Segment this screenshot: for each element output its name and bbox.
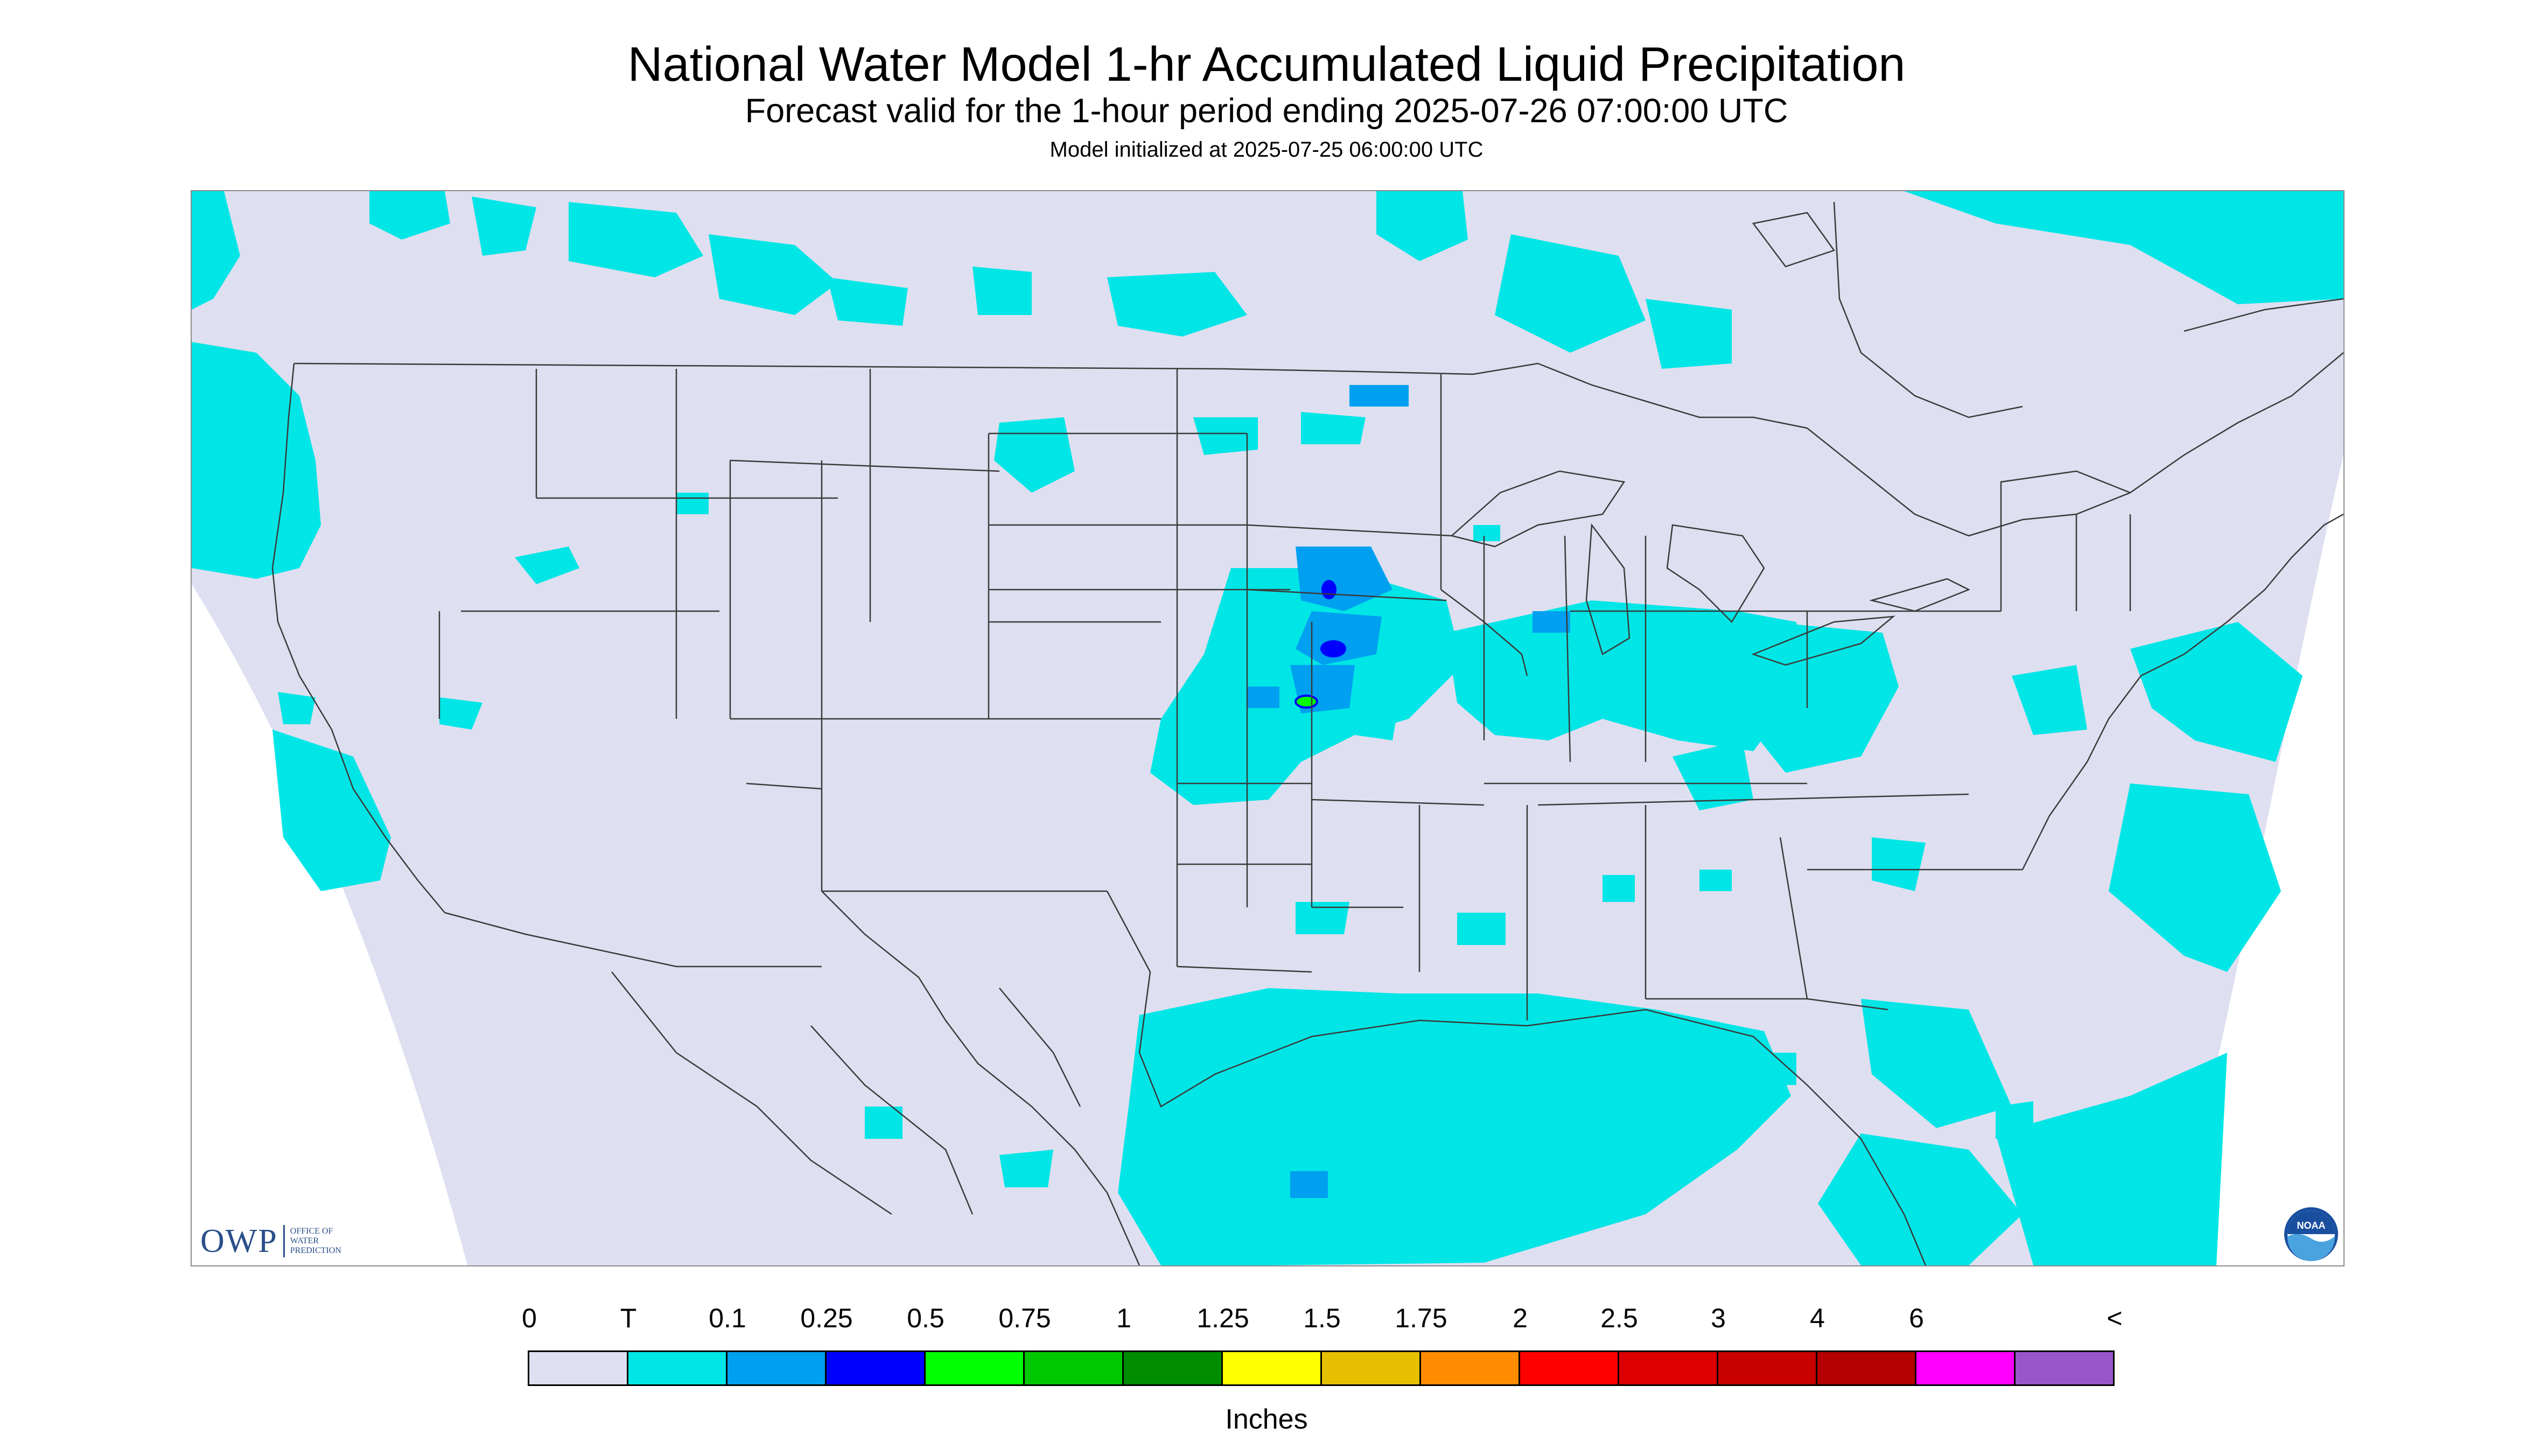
legend-label: 4 [1810, 1303, 1825, 1333]
legend-swatch [2016, 1352, 2113, 1384]
legend-swatch [1322, 1352, 1421, 1384]
legend-label: 0.25 [800, 1303, 853, 1333]
owp-logo-name: OFFICE OF WATER PREDICTION [290, 1227, 341, 1256]
noaa-logo-text: NOAA [2297, 1220, 2326, 1231]
legend-label: 0.75 [998, 1303, 1051, 1333]
precipitation-map[interactable] [191, 190, 2345, 1266]
legend-label: 1.75 [1395, 1303, 1447, 1333]
owp-logo: OWP OFFICE OF WATER PREDICTION [200, 1220, 341, 1263]
legend-units: Inches [1225, 1404, 1308, 1435]
legend-label: 0.1 [709, 1303, 746, 1333]
legend-label: 6 [1909, 1303, 1924, 1333]
precip-light-areas [1247, 385, 1570, 1198]
legend-swatch [1025, 1352, 1124, 1384]
legend-color-bar [528, 1350, 2115, 1386]
owp-name-line1: OFFICE OF [290, 1227, 333, 1236]
precip-trace-areas [192, 191, 2343, 1265]
map-subtitle: Forecast valid for the 1-hour period end… [745, 92, 1788, 130]
noaa-logo-icon: NOAA [2284, 1207, 2338, 1261]
legend-swatch [1718, 1352, 1817, 1384]
legend-label: T [620, 1303, 637, 1333]
map-canvas [192, 191, 2343, 1265]
legend-label: 2.5 [1600, 1303, 1638, 1333]
legend-swatch [926, 1352, 1025, 1384]
legend-label: 0.5 [907, 1303, 944, 1333]
legend-swatch [1817, 1352, 1916, 1384]
legend-label: 2 [1513, 1303, 1528, 1333]
owp-logo-letters: OWP [200, 1222, 278, 1259]
legend-swatch [1124, 1352, 1223, 1384]
legend-swatch [727, 1352, 827, 1384]
legend-swatch [1619, 1352, 1718, 1384]
owp-name-line2: WATER [290, 1236, 319, 1245]
legend-label: 3 [1711, 1303, 1726, 1333]
legend-label: 0 [522, 1303, 537, 1333]
legend-swatch [628, 1352, 727, 1384]
legend-swatch [1223, 1352, 1322, 1384]
legend-labels: 0 T 0.1 0.25 0.5 0.75 1 1.25 1.5 1.75 2 2.5 3 4 6 < [522, 1302, 2123, 1334]
legend-label: 1 [1116, 1303, 1131, 1333]
state-boundaries [271, 201, 2343, 1265]
legend-swatch [1421, 1352, 1520, 1384]
legend-swatch [1916, 1352, 2016, 1384]
legend-swatch [827, 1352, 926, 1384]
legend-swatch [529, 1352, 628, 1384]
owp-logo-divider [283, 1225, 285, 1257]
legend-label: 1.25 [1196, 1303, 1249, 1333]
model-init-time: Model initialized at 2025-07-25 06:00:00… [1049, 138, 1484, 162]
owp-name-line3: PREDICTION [290, 1246, 341, 1255]
map-title: National Water Model 1-hr Accumulated Li… [627, 38, 1906, 92]
legend-label: 1.5 [1303, 1303, 1341, 1333]
legend-label: < [2107, 1303, 2123, 1333]
legend-swatch [1520, 1352, 1619, 1384]
